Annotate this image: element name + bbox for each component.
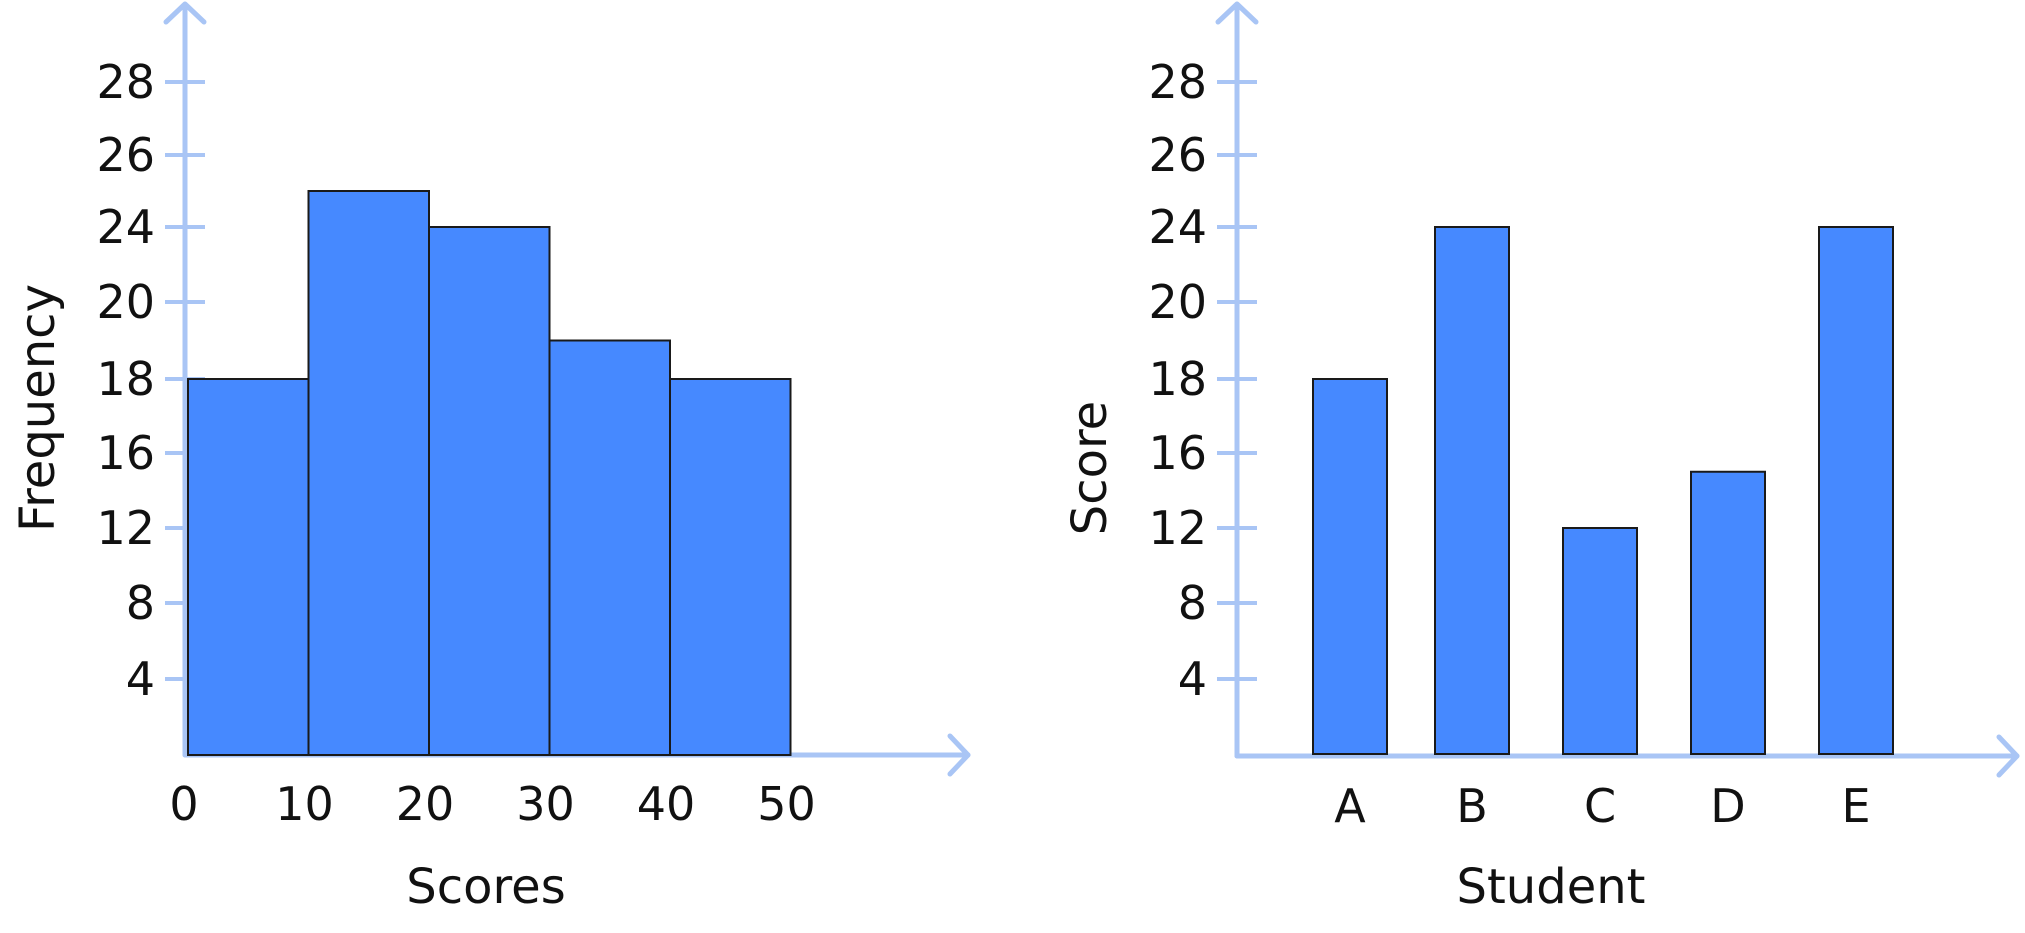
y-axis-title: Score: [1062, 401, 1118, 535]
y-tick-label: 20: [1148, 275, 1207, 329]
y-axis-arrow: [163, 1, 207, 25]
y-tick-label: 20: [96, 275, 155, 329]
bar: [1818, 226, 1894, 755]
bar: [1434, 226, 1510, 755]
x-category-label: A: [1334, 779, 1366, 833]
y-tick-label: 18: [1148, 352, 1207, 406]
y-tick-label: 8: [126, 576, 155, 630]
x-axis-title: Scores: [406, 859, 565, 915]
y-tick-label: 24: [96, 200, 155, 254]
x-axis-arrow: [1996, 734, 2020, 778]
y-tick-label: 24: [1148, 200, 1207, 254]
histogram-bar: [669, 378, 792, 756]
x-category-label: D: [1710, 779, 1745, 833]
x-tick-label: 0: [169, 777, 198, 831]
y-axis-title: Frequency: [10, 284, 66, 532]
x-category-label: B: [1456, 779, 1488, 833]
y-tick-label: 26: [96, 128, 155, 182]
y-tick-label: 16: [96, 426, 155, 480]
y-tick-label: 18: [96, 352, 155, 406]
y-axis-arrow: [1215, 1, 1259, 25]
x-category-label: E: [1841, 779, 1870, 833]
x-tick-label: 50: [757, 777, 816, 831]
x-tick-label: 20: [396, 777, 455, 831]
y-tick-label: 28: [1148, 55, 1207, 109]
y-tick-label: 4: [126, 652, 155, 706]
bar-chart: Score Student 4 8 12 16 18 20 24 26 28 A B C D E: [1062, 1, 2020, 915]
x-tick-label: 30: [516, 777, 575, 831]
y-tick-label: 8: [1178, 576, 1207, 630]
y-tick-label: 12: [1148, 501, 1207, 555]
histogram-bar: [548, 339, 671, 756]
y-tick-label: 28: [96, 55, 155, 109]
x-tick-label: 40: [637, 777, 696, 831]
histogram-bar: [307, 190, 430, 756]
histogram-bar: [187, 378, 310, 756]
histogram-bar: [428, 226, 551, 756]
y-tick-label: 12: [96, 501, 155, 555]
y-tick-label: 4: [1178, 652, 1207, 706]
bar: [1562, 527, 1638, 755]
histogram-chart: Frequency Scores 4 8 12 16 18 20 24 26 28 0 10 20 30…: [10, 1, 971, 915]
y-tick-label: 16: [1148, 426, 1207, 480]
bar: [1312, 378, 1388, 755]
y-tick-label: 26: [1148, 128, 1207, 182]
x-tick-label: 10: [275, 777, 334, 831]
x-category-label: C: [1584, 779, 1616, 833]
x-axis-arrow: [947, 733, 971, 777]
x-axis-title: Student: [1457, 859, 1646, 915]
bar: [1690, 470, 1766, 755]
